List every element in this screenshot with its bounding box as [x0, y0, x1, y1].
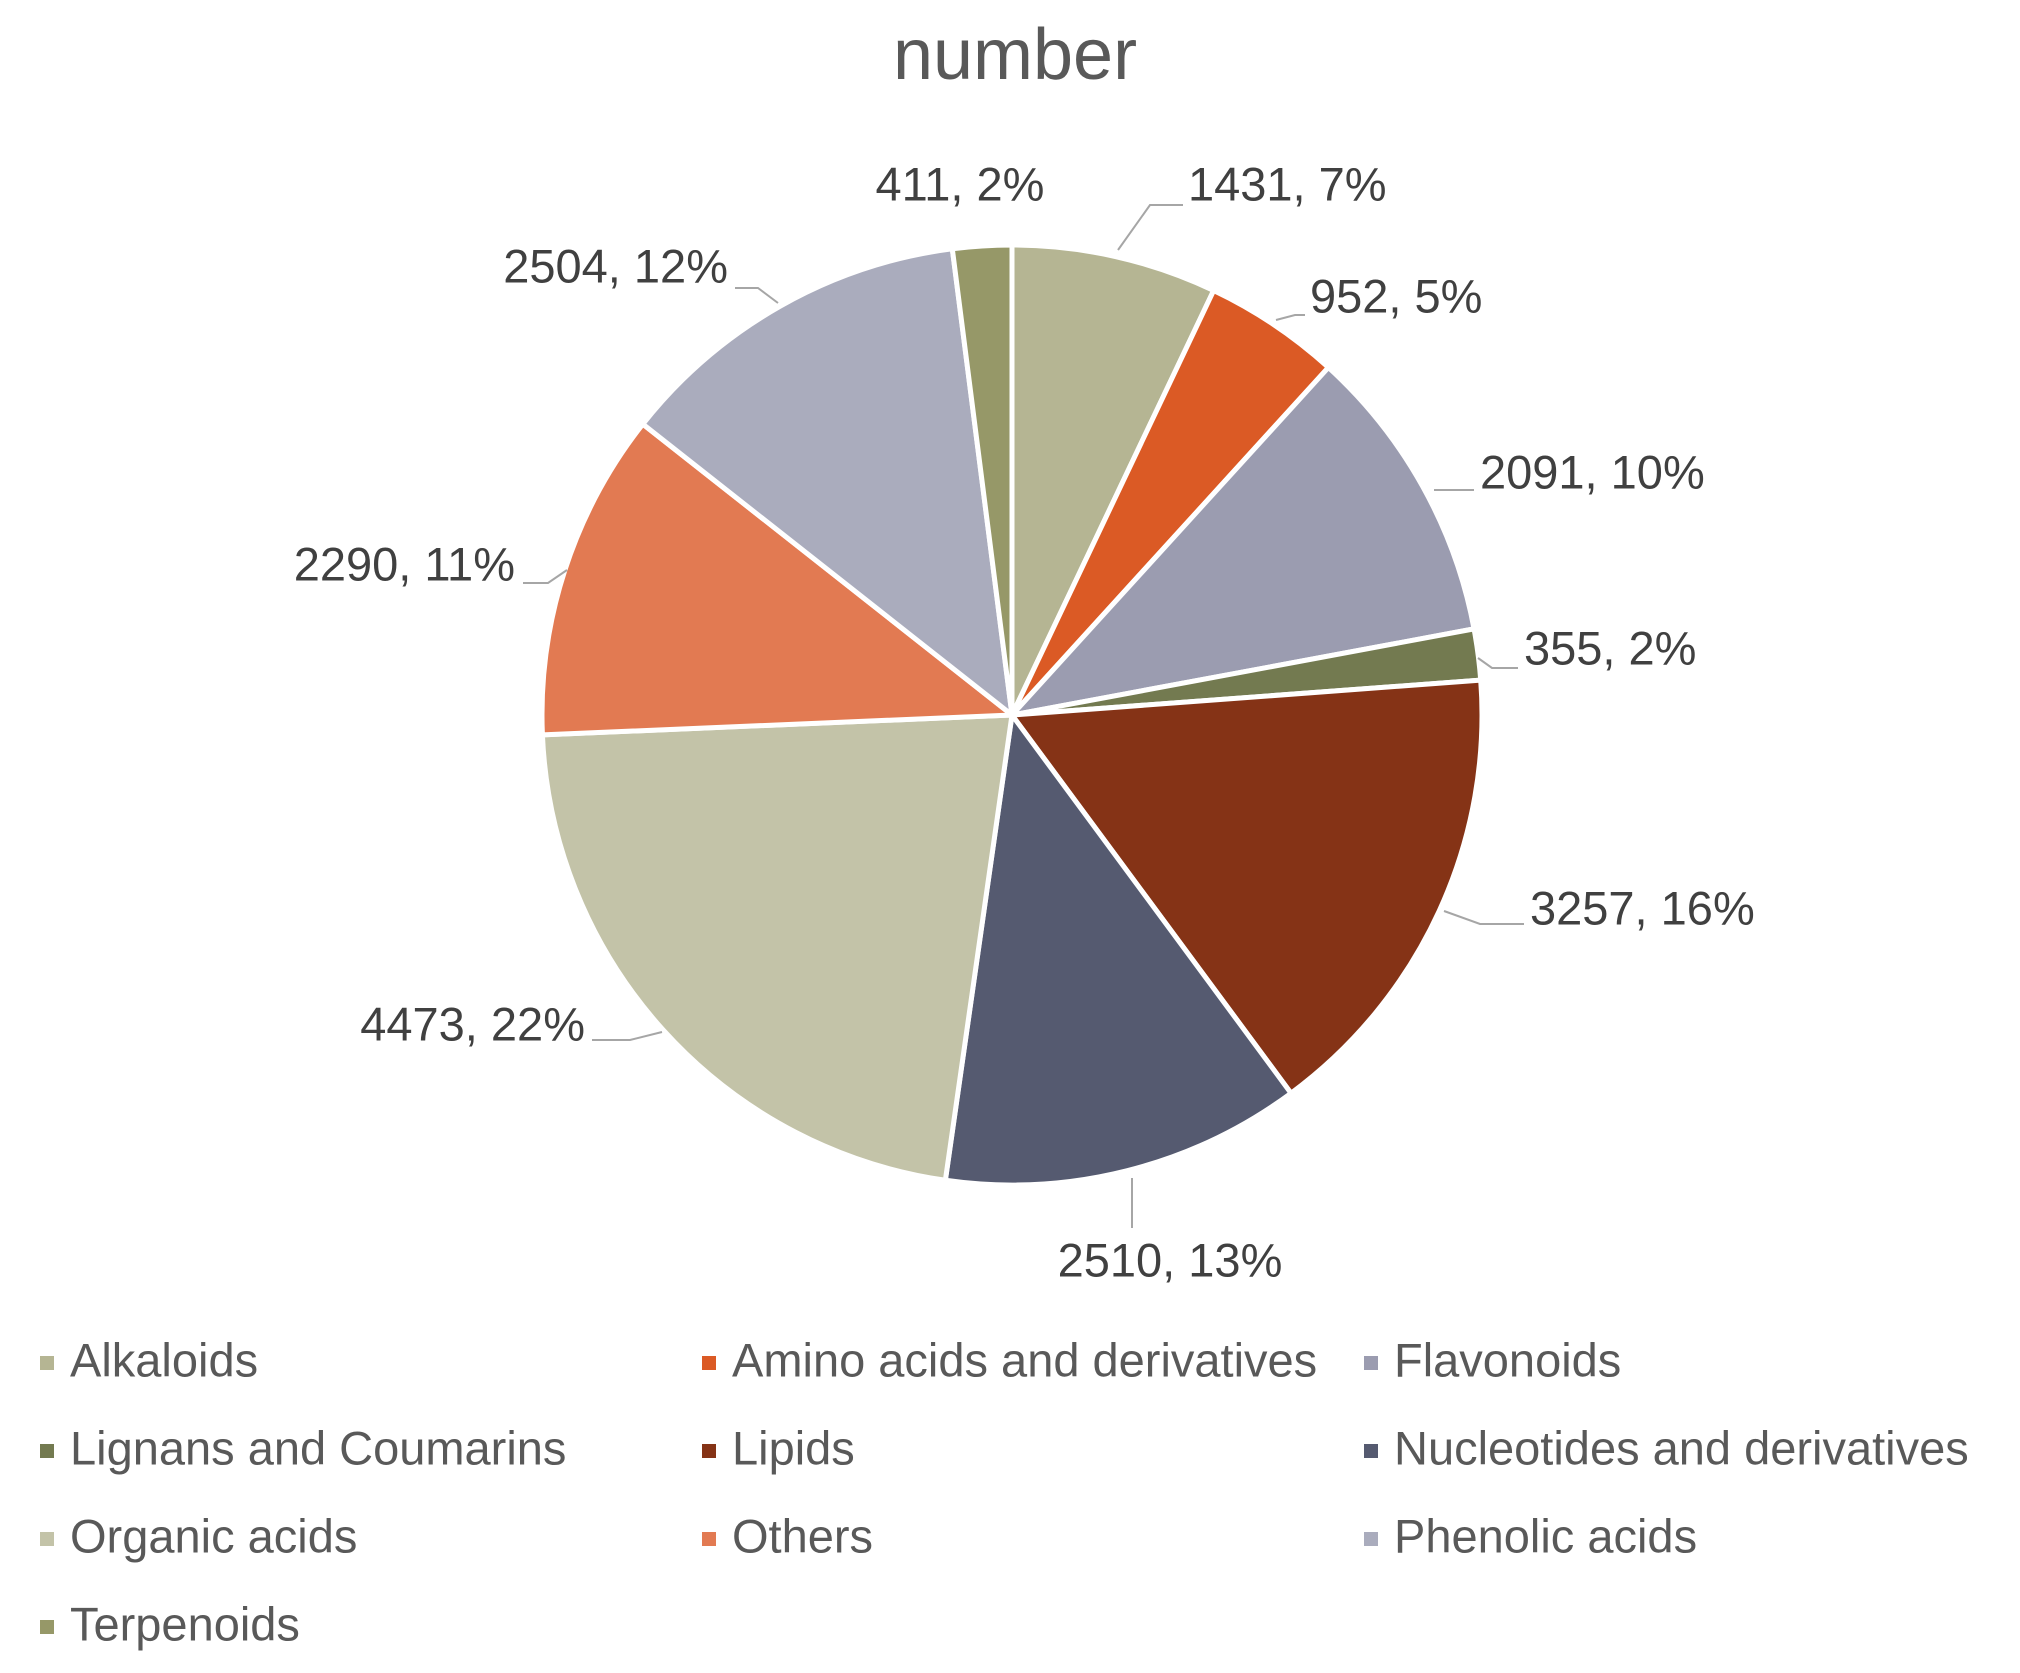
legend-swatch — [1364, 1444, 1378, 1458]
leader-line-lipids — [1443, 910, 1524, 925]
data-label-nucleotides-and-derivatives: 2510, 13% — [1058, 1233, 1283, 1286]
legend: Alkaloids Amino acids and derivatives Flav… — [40, 1333, 1969, 1650]
legend-label: Nucleotides and derivatives — [1394, 1421, 1969, 1474]
data-label-alkaloids: 1431, 7% — [1188, 157, 1387, 210]
pie-slice-flavonoids — [1009, 364, 1477, 718]
legend-swatch — [702, 1356, 716, 1370]
data-label-lignans-and-coumarins: 355, 2% — [1524, 621, 1696, 674]
legend-swatch — [40, 1356, 54, 1370]
data-label-lipids: 3257, 16% — [1530, 881, 1755, 934]
legend-item-phenolic-acids: Phenolic acids — [1364, 1509, 1697, 1562]
pie-slice-nucleotides-and-derivatives — [942, 712, 1294, 1188]
legend-item-organic-acids: Organic acids — [40, 1509, 357, 1562]
legend-swatch — [702, 1444, 716, 1458]
legend-swatch — [1364, 1532, 1378, 1546]
leader-line-amino-acids-and-derivatives — [1275, 314, 1305, 321]
legend-label: Phenolic acids — [1394, 1509, 1697, 1562]
legend-label: Lipids — [732, 1421, 855, 1474]
data-label-others: 2290, 11% — [294, 537, 515, 590]
legend-label: Terpenoids — [70, 1597, 300, 1650]
data-label-amino-acids-and-derivatives: 952, 5% — [1310, 269, 1482, 322]
leader-line-lignans-and-coumarins — [1477, 657, 1518, 669]
legend-item-lignans-and-coumarins: Lignans and Coumarins — [40, 1421, 566, 1474]
pie-slice-lipids — [1009, 677, 1485, 1096]
legend-item-alkaloids: Alkaloids — [40, 1333, 258, 1386]
legend-swatch — [702, 1532, 716, 1546]
data-label-phenolic-acids: 2504, 12% — [503, 239, 728, 292]
data-labels: 1431, 7% 952, 5% 2091, 10% 355, 2% 3257, 16%… — [294, 157, 1755, 1286]
pie-slice-alkaloids — [1009, 242, 1217, 718]
data-label-flavonoids: 2091, 10% — [1480, 445, 1705, 498]
legend-item-flavonoids: Flavonoids — [1364, 1333, 1621, 1386]
legend-swatch — [1364, 1356, 1378, 1370]
leader-line-organic-acids — [592, 1031, 663, 1041]
data-label-terpenoids: 411, 2% — [876, 157, 1045, 210]
legend-item-amino-acids-and-derivatives: Amino acids and derivatives — [702, 1333, 1317, 1386]
leader-line-others — [523, 569, 568, 584]
legend-label: Flavonoids — [1394, 1333, 1621, 1386]
legend-swatch — [40, 1620, 54, 1634]
pie-slice-organic-acids — [539, 712, 1015, 1183]
pie-slice-phenolic-acids — [640, 246, 1015, 718]
chart-title: number — [893, 15, 1137, 95]
leader-line-phenolic-acids — [735, 287, 779, 304]
legend-label: Lignans and Coumarins — [70, 1421, 566, 1474]
pie-slice-terpenoids — [949, 242, 1015, 718]
legend-item-lipids: Lipids — [702, 1421, 855, 1474]
legend-swatch — [40, 1444, 54, 1458]
pie-slices — [539, 242, 1485, 1188]
legend-item-others: Others — [702, 1509, 873, 1562]
legend-item-terpenoids: Terpenoids — [40, 1597, 300, 1650]
legend-label: Organic acids — [70, 1509, 357, 1562]
legend-label: Amino acids and derivatives — [732, 1333, 1317, 1386]
data-label-organic-acids: 4473, 22% — [360, 997, 585, 1050]
legend-label: Others — [732, 1509, 873, 1562]
legend-item-nucleotides-and-derivatives: Nucleotides and derivatives — [1364, 1421, 1969, 1474]
legend-swatch — [40, 1532, 54, 1546]
leader-line-alkaloids — [1117, 204, 1183, 251]
leader-lines — [523, 204, 1524, 1228]
legend-label: Alkaloids — [70, 1333, 258, 1386]
